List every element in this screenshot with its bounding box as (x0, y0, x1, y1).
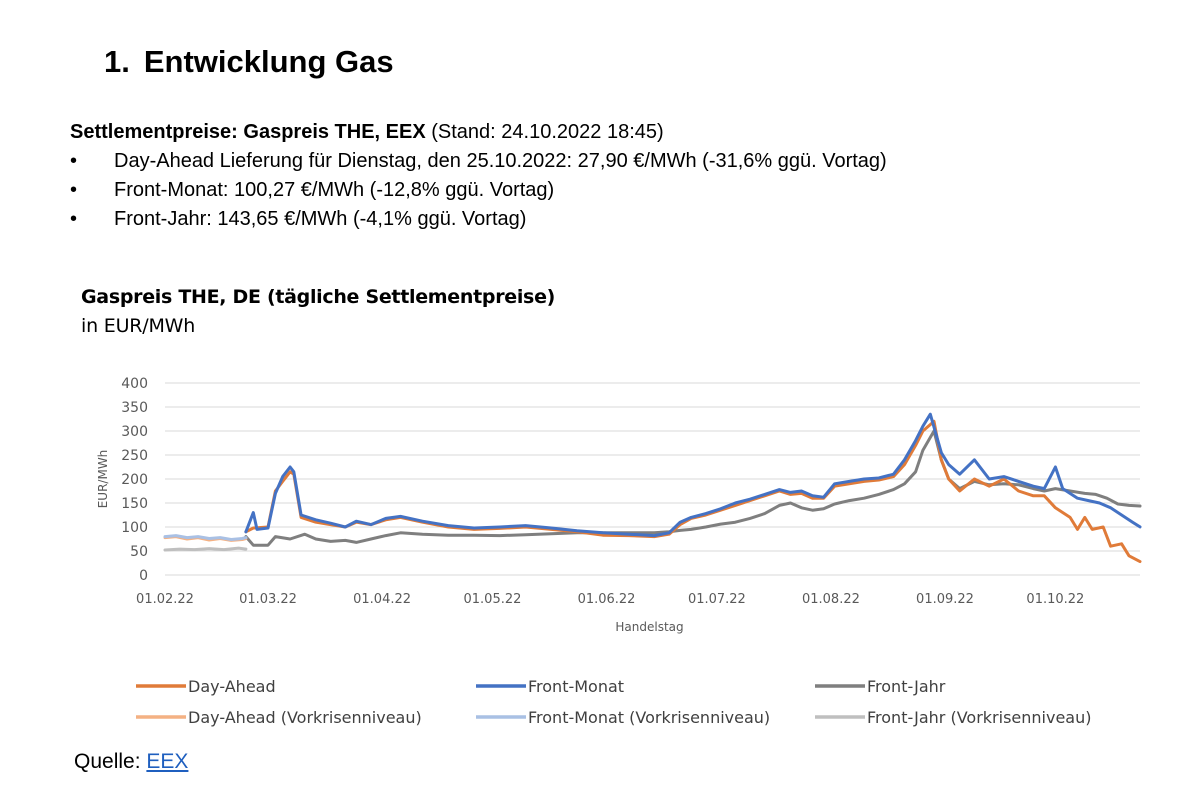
legend-label: Day-Ahead (Vorkrisenniveau) (188, 708, 422, 727)
legend-label: Day-Ahead (188, 677, 276, 696)
y-axis-title: EUR/MWh (96, 450, 110, 509)
legend-label: Front-Jahr (Vorkrisenniveau) (867, 708, 1091, 727)
y-tick-label: 50 (130, 544, 148, 560)
x-tick-label: 01.06.22 (578, 592, 636, 607)
x-axis-title: Handelstag (615, 620, 683, 634)
bullet-icon: • (70, 208, 78, 230)
x-tick-label: 01.04.22 (353, 592, 411, 607)
chart-title: Gaspreis THE, DE (tägliche Settlementpre… (81, 286, 556, 308)
y-tick-label: 100 (121, 520, 148, 536)
section-heading: 1. Entwicklung Gas (104, 44, 394, 80)
x-tick-label: 01.02.22 (136, 592, 194, 607)
settlement-label: Settlementpreise: Gaspreis THE, EEX (70, 121, 426, 143)
source-label: Quelle: (74, 750, 141, 773)
settlement-stand: (Stand: 24.10.2022 18:45) (431, 121, 664, 143)
series-line-front-monat (244, 412, 1142, 538)
bullet-icon: • (70, 150, 78, 172)
y-tick-label: 350 (121, 400, 148, 416)
y-tick-label: 150 (121, 496, 148, 512)
chart-subtitle: in EUR/MWh (81, 315, 196, 337)
series-line-front-monat-vorkrisenniveau (163, 534, 248, 541)
y-tick-label: 250 (121, 448, 148, 464)
x-tick-label: 01.08.22 (802, 592, 860, 607)
section-number: 1. (104, 44, 130, 79)
gas-price-chart: 0 50 100 150 200 250 300 350 400 01.02.22 01.03.22… (96, 376, 1142, 727)
series-line-front-jahr-vorkrisenniveau (163, 546, 248, 552)
x-tick-label: 01.05.22 (464, 592, 522, 607)
x-tick-label: 01.10.22 (1026, 592, 1084, 607)
settlement-line: Settlementpreise: Gaspreis THE, EEX (Sta… (70, 118, 664, 147)
bullet-text: Day-Ahead Lieferung für Dienstag, den 25… (114, 150, 887, 172)
source-link[interactable]: EEX (146, 750, 189, 773)
y-tick-label: 0 (139, 568, 148, 584)
section-title: Entwicklung Gas (143, 44, 394, 79)
x-tick-label: 01.03.22 (239, 592, 297, 607)
x-tick-label: 01.09.22 (916, 592, 974, 607)
source-line: Quelle: EEX (74, 750, 188, 774)
y-tick-label: 400 (121, 376, 148, 392)
x-tick-label: 01.07.22 (688, 592, 746, 607)
bullet-text: Front-Jahr: 143,65 €/MWh (-4,1% ggü. Vor… (114, 208, 527, 230)
bullet-icon: • (70, 179, 78, 201)
legend-label: Front-Monat (Vorkrisenniveau) (528, 708, 770, 727)
legend-label: Front-Jahr (867, 677, 946, 696)
y-tick-label: 200 (121, 472, 148, 488)
series-line-day-ahead (244, 419, 1142, 564)
bullet-text: Front-Monat: 100,27 €/MWh (-12,8% ggü. V… (114, 179, 555, 201)
series-line-front-jahr (244, 429, 1142, 547)
legend-label: Front-Monat (528, 677, 624, 696)
y-tick-label: 300 (121, 424, 148, 440)
